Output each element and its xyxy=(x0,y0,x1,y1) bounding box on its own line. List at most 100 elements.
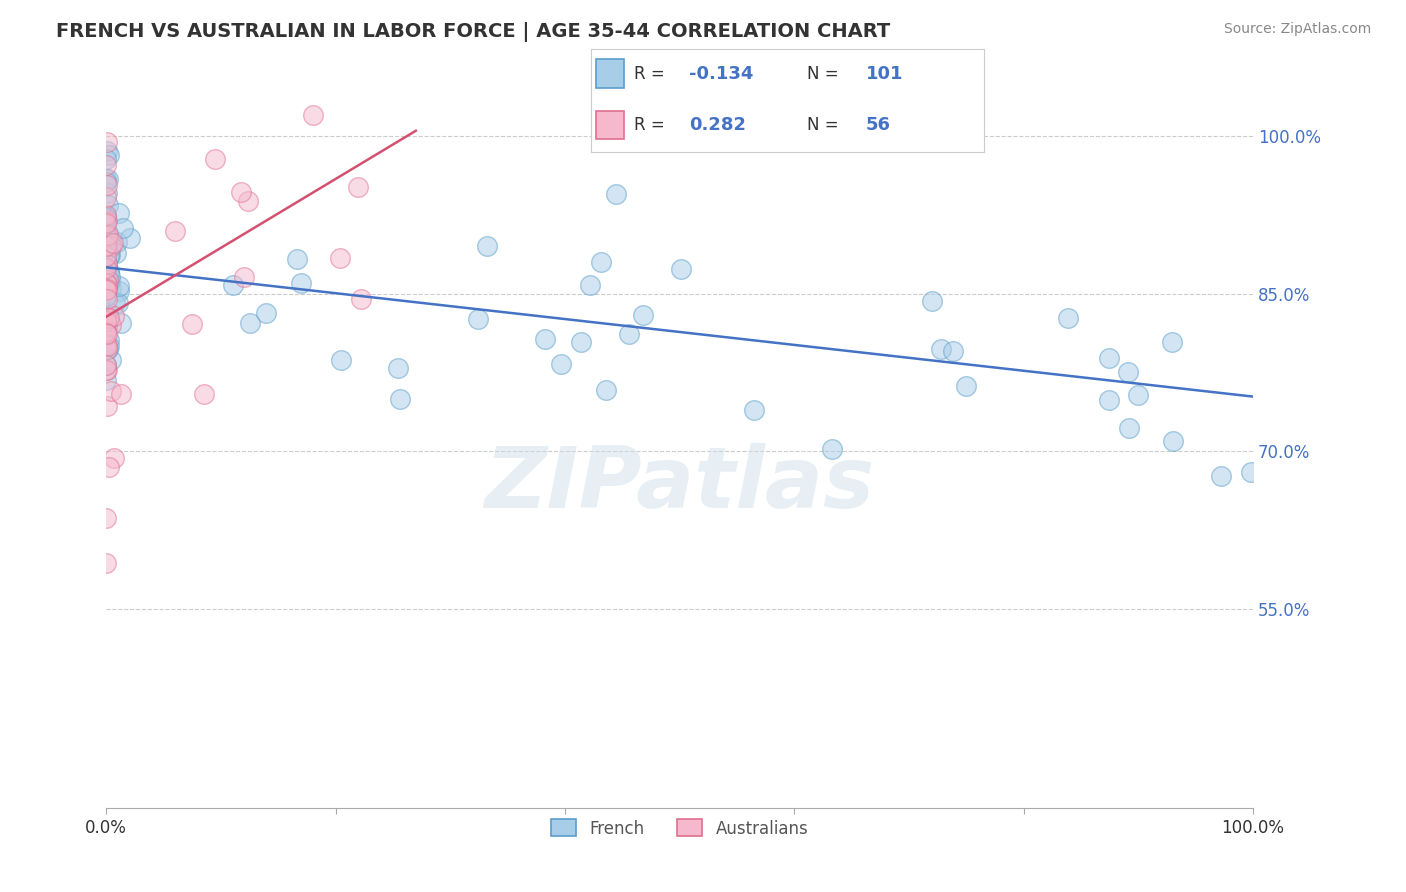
Point xyxy=(96,399,118,413)
Point xyxy=(929,342,952,356)
Point xyxy=(467,312,489,326)
Text: R =: R = xyxy=(634,116,665,134)
Point xyxy=(98,248,121,262)
Point xyxy=(221,277,243,292)
Point xyxy=(96,272,118,286)
Point xyxy=(742,403,765,417)
Point xyxy=(96,282,118,296)
Point xyxy=(96,211,118,225)
Point xyxy=(669,262,692,277)
Point xyxy=(97,227,120,242)
Point xyxy=(96,277,118,291)
Point xyxy=(96,358,118,372)
Point xyxy=(110,317,132,331)
Point xyxy=(100,353,122,368)
Point xyxy=(96,273,118,287)
Point xyxy=(180,317,202,331)
Point xyxy=(96,325,118,339)
Point xyxy=(96,292,118,306)
Point xyxy=(97,249,120,263)
Text: 56: 56 xyxy=(866,116,891,134)
Point xyxy=(96,249,118,263)
Point xyxy=(112,221,135,235)
Point xyxy=(97,148,120,162)
Point xyxy=(96,210,118,224)
Point xyxy=(100,318,122,332)
Point xyxy=(96,276,118,290)
Point xyxy=(1161,434,1184,449)
Point xyxy=(301,108,323,122)
Point xyxy=(330,353,353,368)
Point xyxy=(96,511,118,525)
Point xyxy=(347,179,370,194)
Text: N =: N = xyxy=(807,116,838,134)
Point xyxy=(96,244,118,258)
Point xyxy=(1160,334,1182,349)
Point xyxy=(193,387,215,401)
Point xyxy=(389,392,412,407)
Point xyxy=(668,108,690,122)
Point xyxy=(1098,392,1121,407)
Point xyxy=(96,363,118,377)
Point xyxy=(204,152,226,166)
Point xyxy=(955,379,977,393)
Point xyxy=(100,281,122,295)
Point xyxy=(108,285,131,299)
Point xyxy=(329,252,352,266)
Point xyxy=(96,261,118,276)
Point xyxy=(96,321,118,335)
Point xyxy=(1056,310,1078,325)
Text: -0.134: -0.134 xyxy=(689,65,754,83)
Text: 101: 101 xyxy=(866,65,904,83)
Point xyxy=(103,451,125,466)
Point xyxy=(254,306,277,320)
Point xyxy=(96,373,118,387)
Point xyxy=(96,239,118,253)
Point xyxy=(1126,387,1149,401)
Text: R =: R = xyxy=(634,65,665,83)
Point xyxy=(96,244,118,258)
Point xyxy=(97,227,120,241)
Point xyxy=(96,190,118,204)
Point xyxy=(921,293,943,308)
Point xyxy=(96,337,118,351)
Point xyxy=(96,178,118,192)
Point xyxy=(96,318,118,332)
Point xyxy=(231,185,253,199)
FancyBboxPatch shape xyxy=(596,60,624,87)
Point xyxy=(96,158,118,172)
Point xyxy=(387,360,409,375)
Point xyxy=(96,209,118,223)
Point xyxy=(100,384,122,398)
Point xyxy=(290,276,312,290)
Text: 0.282: 0.282 xyxy=(689,116,747,134)
Point xyxy=(105,235,128,249)
Point xyxy=(96,254,118,268)
Point xyxy=(534,332,557,346)
Point xyxy=(1098,351,1121,365)
Point xyxy=(96,289,118,303)
Point xyxy=(96,326,118,341)
Point xyxy=(569,335,592,350)
Text: ZIPatlas: ZIPatlas xyxy=(485,443,875,526)
Point xyxy=(98,273,121,287)
Point xyxy=(96,153,118,167)
FancyBboxPatch shape xyxy=(596,111,624,139)
Point xyxy=(96,282,118,296)
Point xyxy=(475,239,498,253)
Point xyxy=(1211,469,1233,483)
Point xyxy=(96,208,118,222)
Point xyxy=(96,262,118,277)
Text: Source: ZipAtlas.com: Source: ZipAtlas.com xyxy=(1223,22,1371,37)
Point xyxy=(1240,465,1263,479)
Point xyxy=(118,231,141,245)
Point xyxy=(1118,421,1140,435)
Point xyxy=(97,264,120,278)
Point xyxy=(101,235,124,250)
Point xyxy=(605,187,627,202)
Point xyxy=(110,387,132,401)
Point xyxy=(96,324,118,338)
Point xyxy=(821,442,844,457)
Point xyxy=(96,312,118,326)
Point xyxy=(96,278,118,293)
